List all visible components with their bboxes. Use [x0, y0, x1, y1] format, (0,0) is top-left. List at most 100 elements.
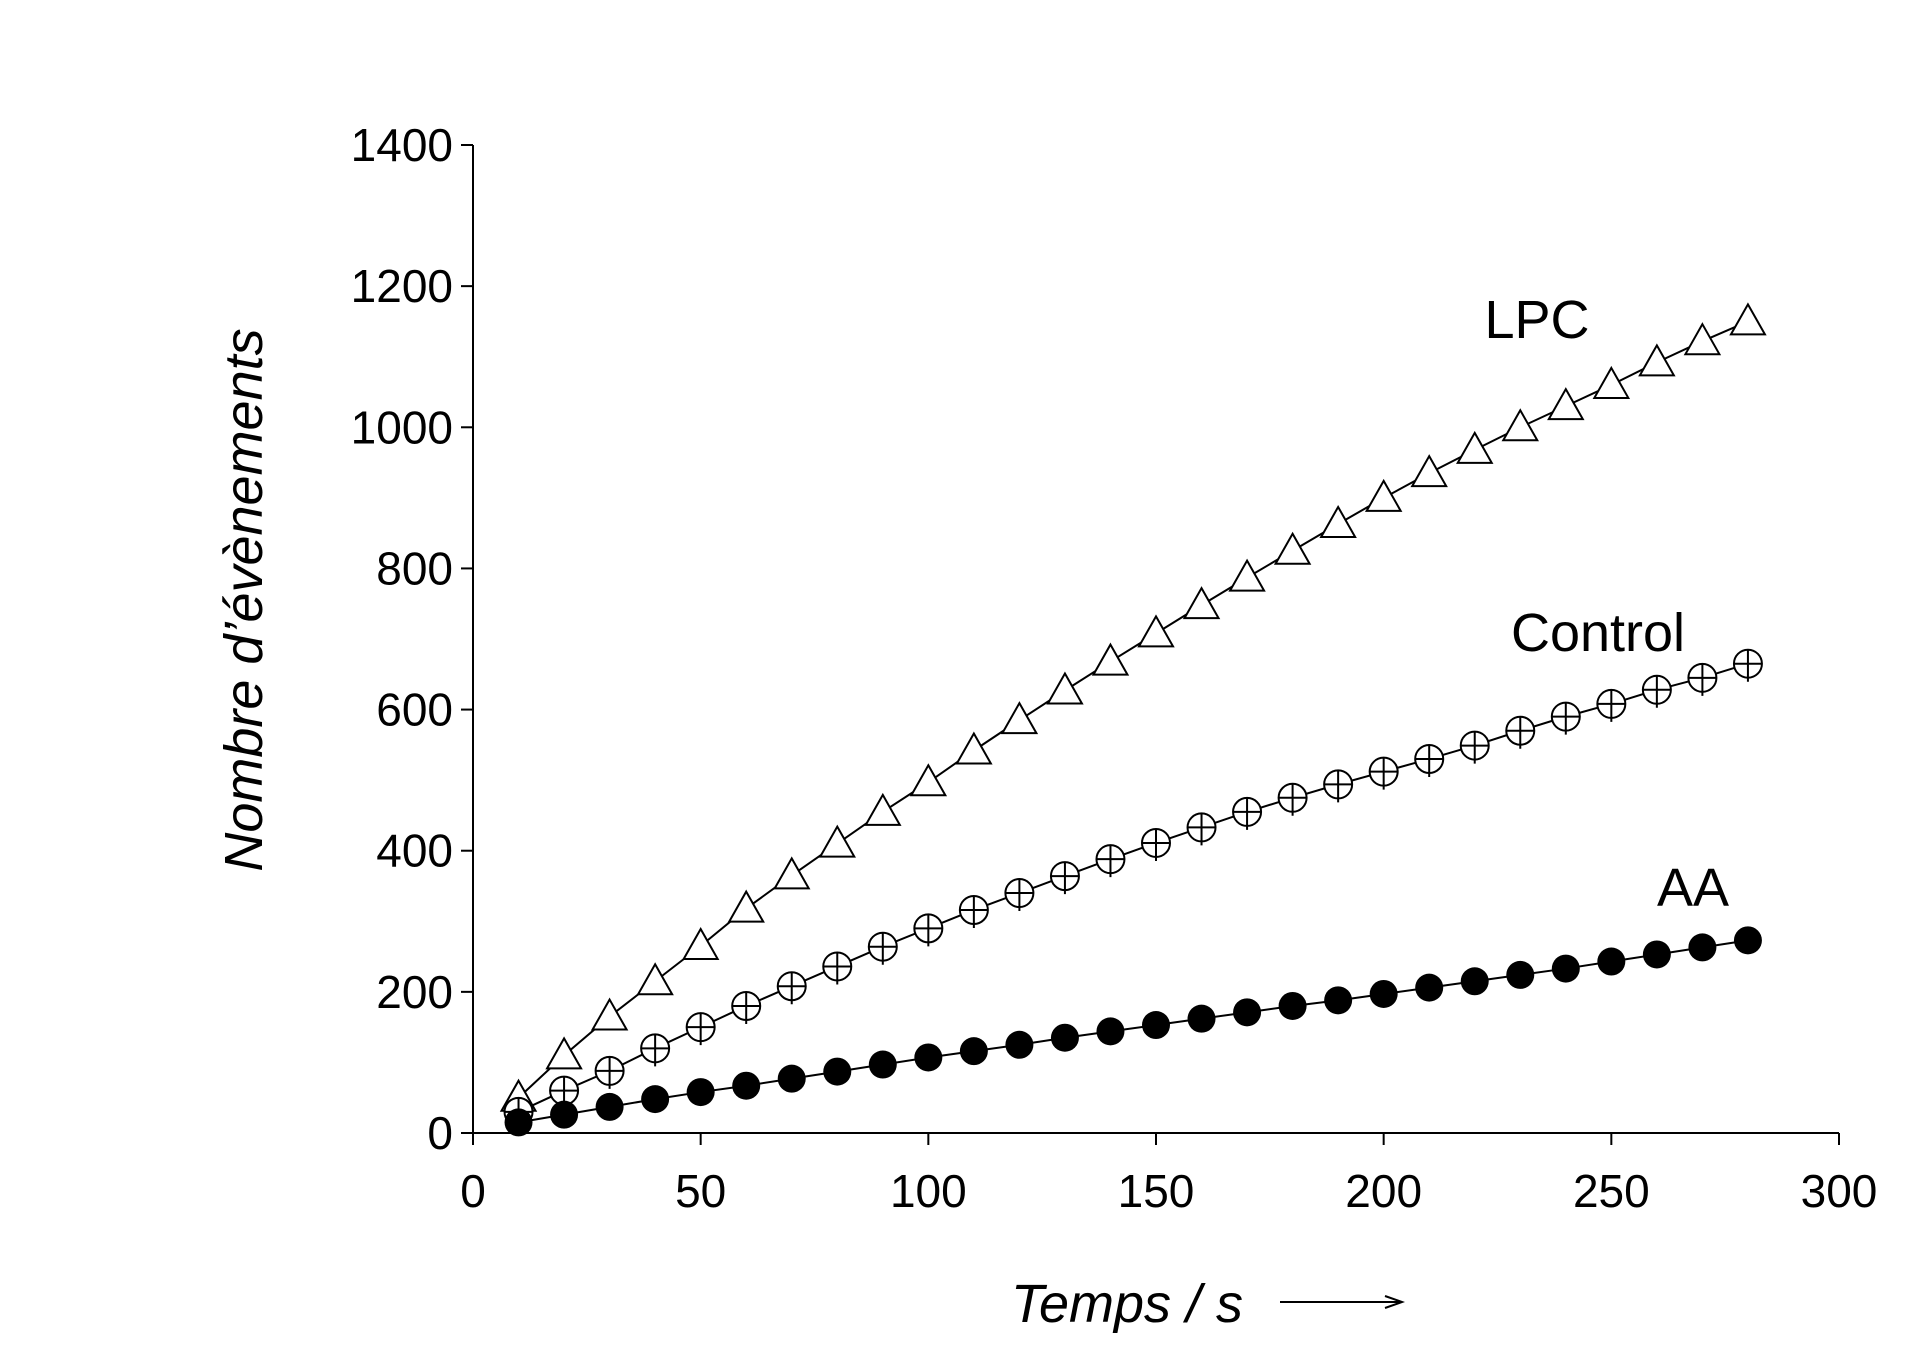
series-line-control [518, 662, 1749, 1113]
marker-plus [1096, 845, 1125, 878]
data-point-aa [1597, 947, 1626, 976]
marker-plus [914, 914, 943, 947]
data-point-lpc [1683, 322, 1722, 356]
marker-plus [959, 895, 988, 928]
marker-plus [641, 1034, 670, 1067]
data-point-aa [595, 1092, 624, 1121]
marker-plus [1460, 731, 1489, 764]
marker-plus [1642, 675, 1671, 708]
series-label-lpc: LPC [1484, 290, 1589, 350]
y-axis-label: Nombre d’évènements [214, 328, 274, 871]
data-point-control [731, 990, 762, 1024]
marker-plus [868, 932, 897, 965]
data-point-lpc [864, 792, 902, 826]
data-point-aa [1733, 926, 1762, 955]
data-point-aa [1506, 960, 1535, 989]
y-tick-label: 400 [376, 825, 453, 877]
x-tick-label: 200 [1345, 1165, 1422, 1217]
marker-plus [732, 991, 761, 1024]
data-point-lpc [636, 962, 674, 996]
data-point-aa [1460, 967, 1489, 996]
data-point-aa [823, 1057, 852, 1086]
data-point-lpc [1456, 430, 1494, 464]
y-tick-label: 200 [376, 966, 453, 1018]
marker-plus [777, 972, 806, 1005]
data-point-lpc [1729, 302, 1767, 336]
data-point-control [1232, 796, 1263, 830]
series-control [503, 648, 1763, 1130]
x-tick-label: 150 [1118, 1165, 1195, 1217]
data-point-control [1414, 743, 1445, 777]
x-tick-label: 300 [1801, 1165, 1878, 1217]
data-point-aa [1005, 1030, 1034, 1059]
data-point-aa [504, 1108, 533, 1137]
data-point-lpc [1000, 701, 1039, 735]
data-point-control [1505, 715, 1536, 749]
data-point-aa [732, 1071, 761, 1100]
data-point-control [1550, 701, 1581, 735]
series-aa [504, 926, 1762, 1137]
data-point-aa [1096, 1017, 1125, 1046]
y-tick-label: 1000 [351, 401, 453, 453]
data-point-control [1095, 844, 1126, 878]
data-point-aa [1324, 986, 1353, 1015]
data-point-aa [914, 1043, 943, 1072]
marker-plus [1733, 649, 1762, 682]
data-point-lpc [818, 824, 856, 858]
data-point-aa [1233, 998, 1262, 1027]
data-point-control [685, 1012, 716, 1046]
data-point-aa [686, 1078, 715, 1107]
data-point-control [1596, 688, 1627, 722]
data-point-lpc [773, 856, 811, 890]
y-tick-label: 0 [427, 1107, 453, 1159]
data-point-control [1323, 769, 1354, 803]
y-tick-label: 1200 [351, 260, 453, 312]
data-point-control [1049, 861, 1080, 895]
data-point-control [958, 894, 989, 928]
x-tick-label: 0 [460, 1165, 486, 1217]
data-point-control [822, 951, 853, 985]
data-point-control [594, 1055, 625, 1089]
marker-plus [1187, 813, 1216, 846]
data-point-lpc [1410, 454, 1448, 488]
data-point-aa [1142, 1011, 1170, 1040]
series-line-aa [518, 939, 1749, 1124]
marker-plus [1278, 783, 1307, 816]
series-lpc [499, 302, 1767, 1112]
y-tick-label: 1400 [351, 119, 453, 171]
marker-plus [595, 1056, 624, 1089]
data-point-aa [1278, 991, 1307, 1020]
marker-plus [1142, 828, 1170, 861]
data-point-control [1368, 756, 1399, 790]
data-point-control [1277, 782, 1308, 816]
data-point-lpc [590, 997, 629, 1031]
data-point-control [1141, 827, 1171, 861]
x-axis-label: Temps / s [1011, 1274, 1243, 1334]
data-point-lpc [1547, 387, 1585, 421]
data-point-lpc [727, 889, 765, 923]
data-point-control [1186, 812, 1217, 846]
series-line-lpc [517, 320, 1749, 1099]
data-point-lpc [1592, 365, 1631, 399]
data-point-lpc [1319, 504, 1357, 538]
x-tick-label: 50 [675, 1165, 726, 1217]
data-point-lpc [681, 926, 720, 960]
marker-plus [1005, 879, 1034, 912]
marker-plus [1050, 862, 1079, 895]
data-point-control [1687, 662, 1718, 696]
data-point-aa [1551, 954, 1580, 983]
y-tick-label: 800 [376, 542, 453, 594]
marker-plus [1597, 689, 1626, 722]
data-point-lpc [1501, 408, 1539, 442]
data-point-aa [1050, 1023, 1079, 1052]
data-point-aa [959, 1037, 988, 1066]
data-point-control [1641, 674, 1672, 708]
data-point-aa [550, 1100, 579, 1129]
data-point-lpc [1638, 343, 1676, 377]
data-point-control [867, 931, 898, 965]
data-point-control [913, 913, 944, 947]
series-group [499, 302, 1767, 1137]
x-tick-label: 250 [1573, 1165, 1650, 1217]
data-point-aa [777, 1064, 806, 1093]
